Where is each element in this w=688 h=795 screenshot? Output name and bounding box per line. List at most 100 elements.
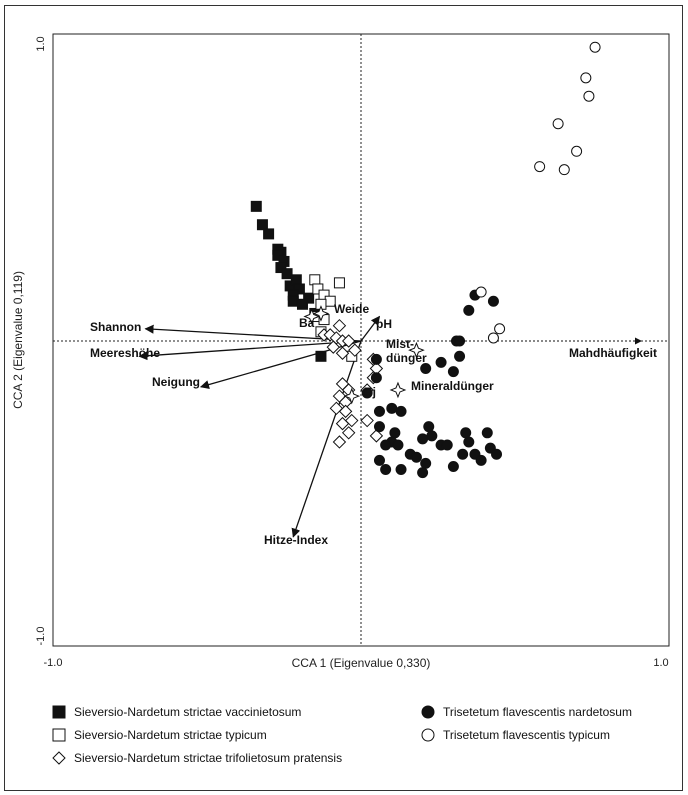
- data-point-circle-filled: [420, 363, 432, 375]
- data-point-circle-filled: [460, 427, 472, 439]
- data-point-circle-filled: [457, 448, 469, 460]
- data-point-diamond-open: [348, 343, 362, 357]
- data-point-square-filled: [290, 274, 302, 286]
- legend-diamond-open-icon: [52, 751, 66, 765]
- data-point-diamond-open: [335, 416, 350, 431]
- data-point-circle-filled: [447, 366, 459, 378]
- data-point-circle-filled: [395, 405, 407, 417]
- data-point-circle-filled: [386, 402, 398, 414]
- data-point-circle-open: [558, 164, 570, 176]
- y-axis-label: CCA 2 (Eigenvalue 0,119): [11, 271, 25, 409]
- data-point-circle-filled: [373, 421, 385, 433]
- data-point-square-filled: [263, 228, 275, 240]
- legend-item-trifolietosum: Sieversio-Nardetum strictae trifolietosu…: [52, 751, 342, 765]
- data-point-square-filled: [250, 200, 262, 212]
- legend-label: Trisetetum flavescentis nardetosum: [443, 705, 632, 719]
- data-point-circle-filled: [420, 457, 432, 469]
- data-point-circle-open: [475, 286, 487, 298]
- data-point-circle-open: [494, 323, 506, 335]
- data-point-square-open: [333, 277, 345, 289]
- centroid-label: Ba: [299, 316, 315, 330]
- data-point-circle-filled: [423, 421, 435, 433]
- data-point-circle-filled: [463, 304, 475, 316]
- legend-circle-filled-icon: [421, 705, 435, 719]
- vector-arrow: [291, 340, 362, 538]
- data-point-square-filled: [293, 283, 305, 295]
- legend-item-typicum: Sieversio-Nardetum strictae typicum: [52, 728, 267, 742]
- data-point-square-filled: [281, 268, 293, 280]
- data-point-circle-filled: [370, 372, 382, 384]
- data-point-circle-filled: [417, 467, 429, 479]
- data-point-square-filled: [275, 262, 287, 274]
- data-point-square-filled: [296, 298, 308, 310]
- legend-item-trisetetum-typicum: Trisetetum flavescentis typicum: [421, 728, 610, 742]
- vector-arrow: [360, 315, 381, 342]
- centroid-label: Bj: [364, 385, 376, 399]
- data-point-square-open: [312, 283, 324, 295]
- data-point-circle-open: [552, 118, 564, 130]
- vector-label: Neigung: [152, 375, 200, 389]
- data-point-circle-filled: [373, 454, 385, 466]
- centroid-star-icon: [389, 381, 407, 399]
- centroid-label: Mineraldünger: [411, 379, 494, 393]
- data-point-circle-filled: [487, 295, 499, 307]
- data-point-square-open: [309, 274, 321, 286]
- data-point-circle-filled: [410, 451, 422, 463]
- legend-circle-open-icon: [421, 728, 435, 742]
- data-point-square-filled: [256, 219, 268, 231]
- chart-frame: [4, 5, 683, 791]
- legend-square-filled-icon: [52, 705, 66, 719]
- data-point-circle-open: [487, 332, 499, 344]
- y-tick-min: -1.0: [35, 627, 47, 646]
- data-point-circle-filled: [361, 387, 373, 399]
- data-point-circle-filled: [392, 439, 404, 451]
- y-tick-max: 1.0: [35, 36, 47, 51]
- vector-label: Hitze-Index: [264, 533, 328, 547]
- vectors-layer: Shannon Meereshöhe Neigung Hitze-Index pH Mah…: [90, 315, 657, 547]
- centroid-label: Weide: [334, 302, 369, 316]
- data-point-diamond-open: [332, 435, 347, 449]
- legend-label: Sieversio-Nardetum strictae trifolietosu…: [74, 751, 343, 765]
- data-point-circle-filled: [441, 439, 453, 451]
- centroids-layer: Weide Ba Mist-dünger Mineraldünger Bj: [299, 302, 494, 405]
- cca-ordination-chart: -1.0 1.0 1.0 -1.0 CCA 1 (Eigenvalue 0,33…: [11, 33, 670, 670]
- data-point-square-filled: [315, 350, 327, 362]
- centroid-star-icon: [408, 341, 425, 359]
- legend-label: Sieversio-Nardetum strictae typicum: [74, 728, 267, 742]
- data-point-diamond-open: [326, 340, 340, 354]
- data-point-circle-filled: [454, 350, 466, 362]
- data-point-square-filled: [303, 292, 315, 304]
- data-point-diamond-open: [332, 318, 347, 333]
- data-point-circle-filled: [435, 356, 447, 368]
- data-point-circle-filled: [380, 439, 392, 451]
- vector-label: Meereshöhe: [90, 346, 160, 360]
- data-point-diamond-open: [369, 429, 384, 443]
- vector-arrow: [138, 340, 362, 361]
- data-point-circle-filled: [454, 335, 466, 347]
- data-point-square-filled: [287, 295, 299, 307]
- centroid-star-icon: [303, 308, 321, 325]
- data-point-circle-filled: [481, 427, 493, 439]
- data-point-circle-open: [589, 41, 601, 53]
- data-point-circle-filled: [380, 464, 392, 476]
- data-point-circle-filled: [370, 353, 382, 365]
- data-point-circle-open: [534, 161, 546, 173]
- data-point-circle-filled: [463, 436, 475, 448]
- data-point-circle-filled: [426, 430, 438, 442]
- x-tick-max: 1.0: [653, 657, 668, 669]
- data-point-diamond-open: [335, 346, 350, 360]
- legend-label: Sieversio-Nardetum strictae vaccinietosu…: [74, 705, 302, 719]
- vector-label: Mahdhäufigkeit: [569, 346, 657, 360]
- vector-label: pH: [376, 317, 392, 331]
- points-layer: [250, 41, 601, 479]
- centroid-label: Mist-dünger: [386, 337, 427, 365]
- data-point-square-filled: [272, 249, 284, 261]
- legend-item-nardetosum: Trisetetum flavescentis nardetosum: [421, 705, 632, 719]
- vector-label: Shannon: [90, 320, 141, 334]
- data-point-diamond-open: [360, 413, 374, 428]
- data-point-circle-open: [580, 72, 592, 84]
- data-point-circle-open: [583, 90, 595, 102]
- centroid-star-icon: [343, 387, 361, 405]
- legend-label: Trisetetum flavescentis typicum: [443, 728, 610, 742]
- data-point-diamond-open: [341, 426, 356, 440]
